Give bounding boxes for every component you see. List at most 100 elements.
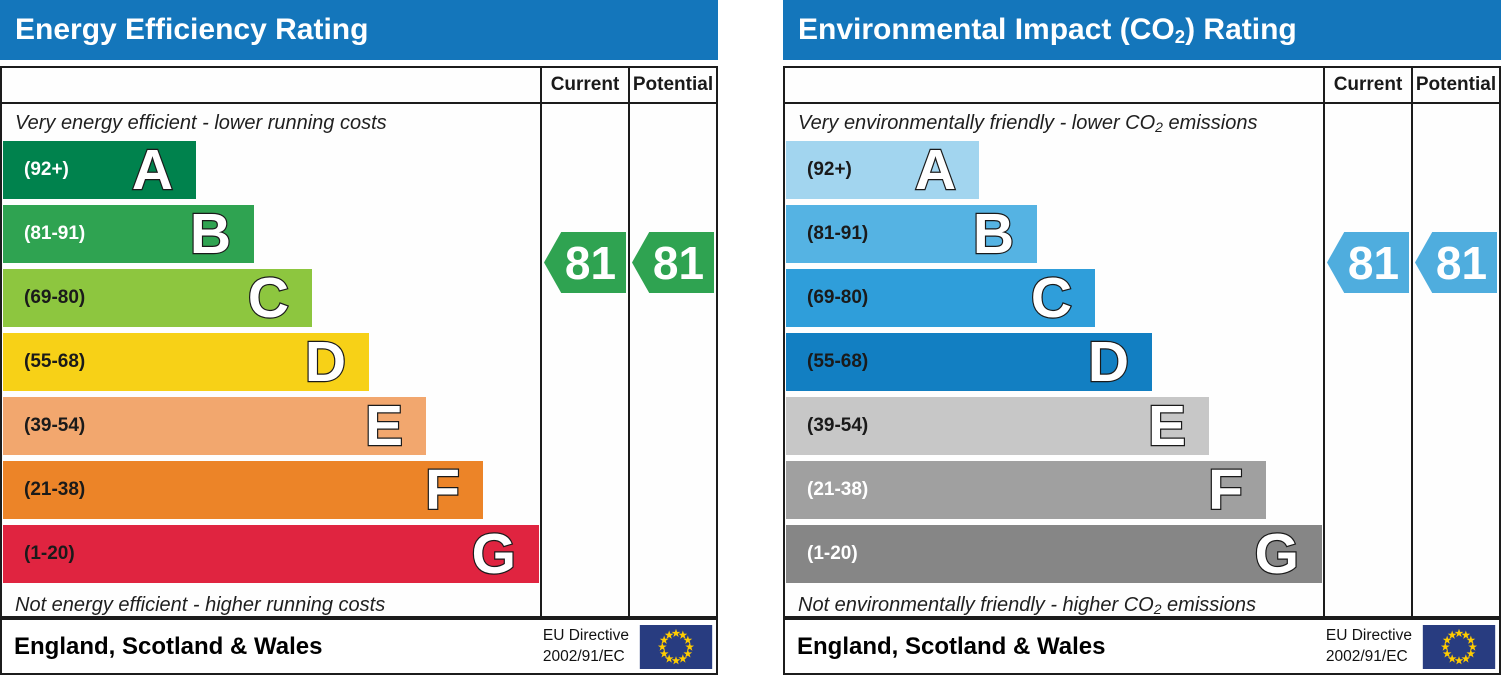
band-letter: F: [1207, 458, 1244, 522]
band-range-label: (39-54): [807, 415, 869, 436]
band-letter: A: [131, 138, 175, 202]
caption-text: Not environmentally friendly - higher CO: [798, 594, 1154, 616]
band-letter: G: [470, 522, 517, 586]
band-range-label: (21-38): [24, 479, 86, 500]
region-label: England, Scotland & Wales: [14, 632, 323, 660]
band-letter: B: [189, 202, 233, 266]
environmental-impact-chart: Environmental Impact (CO2) Rating Curren…: [783, 0, 1501, 675]
current-column-header: Current: [540, 68, 628, 102]
energy-bands-area: Very energy efficient - lower running co…: [2, 104, 540, 616]
energy-current-rating-value: 81: [564, 236, 617, 289]
environment-chart-title-bar: Environmental Impact (CO2) Rating: [783, 0, 1501, 60]
band-range-label: (69-80): [24, 287, 86, 308]
environment-bottom-caption: Not environmentally friendly - higher CO…: [785, 589, 1323, 616]
energy-efficiency-chart: Energy Efficiency Rating Current Potenti…: [0, 0, 718, 675]
region-label: England, Scotland & Wales: [797, 632, 1106, 660]
eu-flag-icon: [639, 624, 713, 669]
eu-flag-stars: [1440, 628, 1478, 664]
energy-band-f: (21-38) F: [3, 458, 483, 522]
energy-current-rating-arrow: 81: [544, 232, 626, 293]
energy-potential-rating-arrow: 81: [632, 232, 714, 293]
current-column-header: Current: [1323, 68, 1411, 102]
caption-subscript: 2: [1155, 118, 1163, 135]
band-letter: E: [364, 394, 404, 458]
environment-chart-title-subscript: 2: [1174, 26, 1186, 48]
band-range-label: (1-20): [807, 543, 858, 564]
environment-chart-title: Environmental Impact (CO: [798, 13, 1175, 46]
environment-band-e: (39-54) E: [786, 394, 1209, 458]
eu-directive-label: EU Directive 2002/91/EC: [543, 626, 629, 668]
environment-potential-rating-value: 81: [1435, 236, 1488, 289]
energy-top-caption: Very energy efficient - lower running co…: [2, 104, 540, 141]
band-letter: A: [914, 138, 958, 202]
band-range-label: (81-91): [807, 223, 869, 244]
eu-flag-icon: [1422, 624, 1496, 669]
energy-chart-title: Energy Efficiency Rating: [15, 13, 369, 46]
band-range-label: (81-91): [24, 223, 86, 244]
energy-band-g: (1-20) G: [3, 522, 539, 586]
environment-band-d: (55-68) D: [786, 330, 1152, 394]
environment-current-rating-arrow: 81: [1327, 232, 1409, 293]
environment-current-column: 81: [1323, 104, 1411, 616]
band-letter: C: [247, 266, 291, 330]
band-letter: G: [1253, 522, 1300, 586]
eu-flag-stars: [657, 628, 695, 664]
environment-band-b: (81-91) B: [786, 202, 1037, 266]
energy-bottom-caption: Not energy efficient - higher running co…: [2, 589, 540, 616]
band-range-label: (92+): [807, 159, 852, 180]
energy-footer: England, Scotland & Wales EU Directive 2…: [0, 618, 718, 675]
band-letter: D: [1087, 330, 1131, 394]
eu-directive-label: EU Directive 2002/91/EC: [1326, 626, 1412, 668]
environment-table-header-row: Current Potential: [785, 68, 1499, 104]
eu-directive-line1: EU Directive: [1325, 626, 1412, 644]
band-range-label: (1-20): [24, 543, 75, 564]
header-spacer: [2, 68, 540, 102]
band-range-label: (69-80): [807, 287, 869, 308]
energy-band-e: (39-54) E: [3, 394, 426, 458]
band-range-label: (39-54): [24, 415, 86, 436]
environment-potential-rating-arrow: 81: [1415, 232, 1497, 293]
energy-potential-column: 81: [628, 104, 716, 616]
environment-top-caption: Very environmentally friendly - lower CO…: [785, 104, 1323, 141]
environment-band-a: (92+) A: [786, 138, 979, 202]
environment-table-body: Very environmentally friendly - lower CO…: [785, 104, 1499, 616]
potential-column-header: Potential: [1411, 68, 1499, 102]
band-letter: D: [304, 330, 348, 394]
energy-table-body: Very energy efficient - lower running co…: [2, 104, 716, 616]
environment-band-g: (1-20) G: [786, 522, 1322, 586]
band-letter: E: [1147, 394, 1187, 458]
eu-directive-line2: 2002/91/EC: [542, 647, 625, 665]
band-range-label: (21-38): [807, 479, 869, 500]
environment-rating-table: Current Potential Very environmentally f…: [783, 66, 1501, 618]
eu-directive-line2: 2002/91/EC: [1325, 647, 1408, 665]
environment-potential-column: 81: [1411, 104, 1499, 616]
caption-subscript: 2: [1153, 600, 1162, 616]
caption-text-post: emissions: [1161, 594, 1256, 616]
band-range-label: (55-68): [807, 351, 869, 372]
energy-band-d: (55-68) D: [3, 330, 369, 394]
energy-table-header-row: Current Potential: [2, 68, 716, 104]
band-letter: B: [972, 202, 1016, 266]
environment-band-c: (69-80) C: [786, 266, 1095, 330]
caption-text: Very energy efficient - lower running co…: [15, 112, 387, 134]
band-letter: F: [424, 458, 461, 522]
header-spacer: [785, 68, 1323, 102]
environment-footer: England, Scotland & Wales EU Directive 2…: [783, 618, 1501, 675]
band-range-label: (55-68): [24, 351, 86, 372]
environment-bands-area: Very environmentally friendly - lower CO…: [785, 104, 1323, 616]
environment-current-rating-value: 81: [1347, 236, 1400, 289]
band-range-label: (92+): [24, 159, 69, 180]
caption-text-post: emissions: [1162, 112, 1258, 134]
environment-band-f: (21-38) F: [786, 458, 1266, 522]
eu-directive-line1: EU Directive: [542, 626, 629, 644]
environment-chart-title-post: ) Rating: [1185, 13, 1297, 46]
energy-potential-rating-value: 81: [652, 236, 705, 289]
energy-rating-table: Current Potential Very energy efficient …: [0, 66, 718, 618]
energy-current-column: 81: [540, 104, 628, 616]
energy-band-c: (69-80) C: [3, 266, 312, 330]
caption-text: Very environmentally friendly - lower CO: [798, 112, 1156, 134]
energy-band-b: (81-91) B: [3, 202, 254, 266]
caption-text: Not energy efficient - higher running co…: [15, 594, 386, 616]
band-letter: C: [1030, 266, 1074, 330]
